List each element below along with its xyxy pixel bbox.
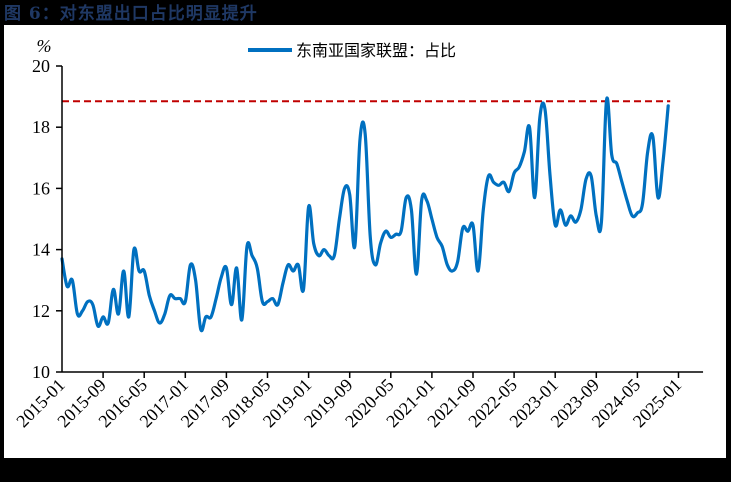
series-line-asean-share bbox=[60, 96, 670, 333]
chart-panel: 10 12 14 16 18 20% 2015-01 2015-09 2016-05 2017-0… bbox=[4, 25, 726, 458]
y-tick-label: 20 bbox=[32, 56, 50, 76]
y-unit-label: % bbox=[37, 36, 52, 56]
figure-title: 图 6：对东盟出口占比明显提升 bbox=[4, 4, 258, 24]
legend: 东南亚国家联盟：占比 bbox=[248, 41, 456, 60]
legend-label: 东南亚国家联盟：占比 bbox=[296, 41, 456, 60]
y-tick-label: 10 bbox=[32, 362, 50, 382]
y-tick-label: 18 bbox=[32, 117, 50, 137]
y-tick-label: 14 bbox=[32, 240, 50, 260]
line-chart: 101214161820%2015-012015-092016-052017-0… bbox=[12, 36, 704, 431]
y-tick-label: 16 bbox=[32, 178, 50, 198]
y-tick-label: 12 bbox=[32, 301, 50, 321]
